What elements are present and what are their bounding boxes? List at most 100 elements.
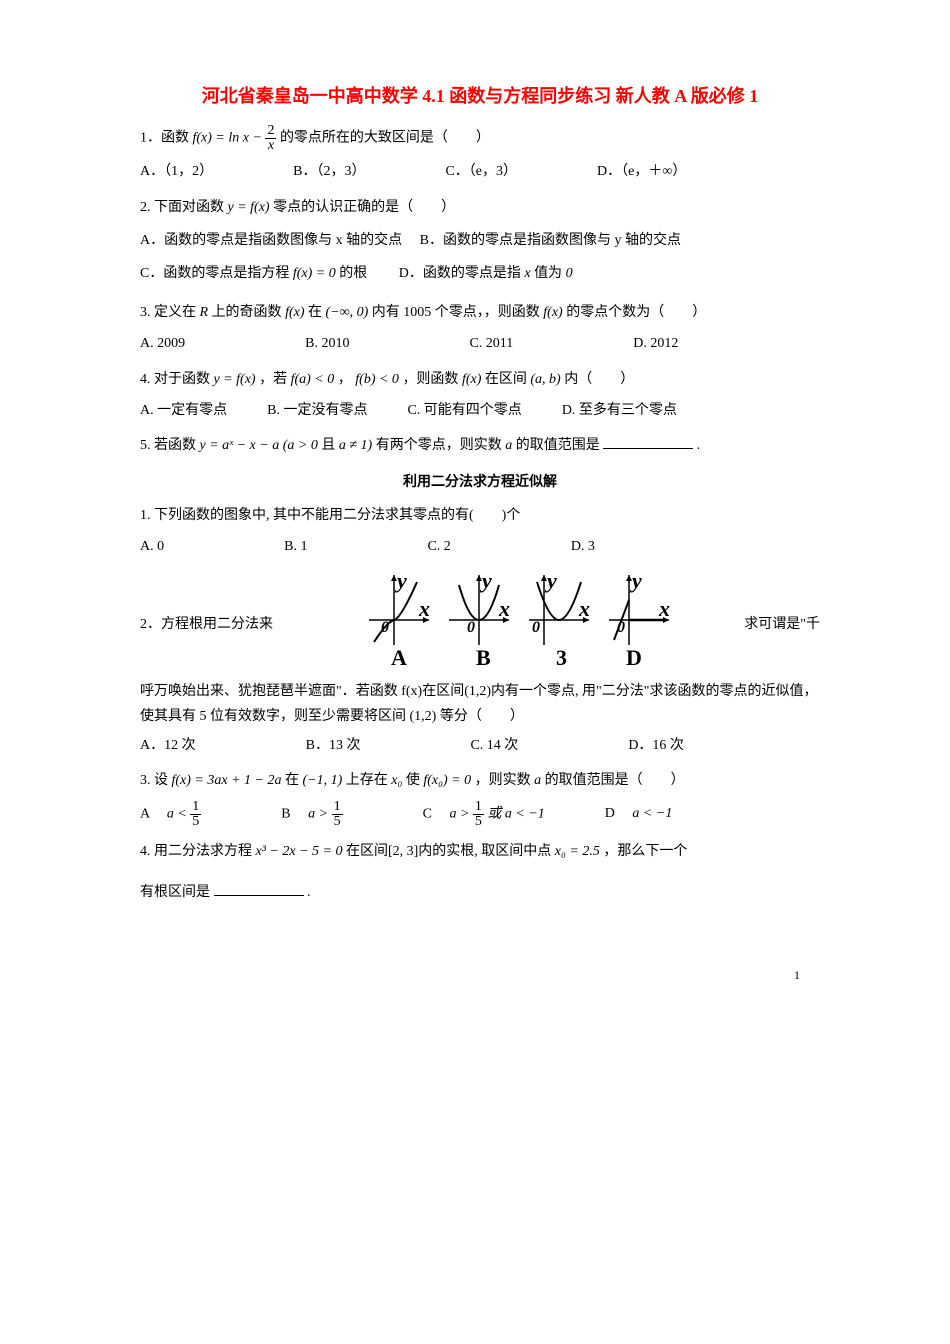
s2q4-stem: 4. 用二分法求方程 xyxy=(140,844,256,859)
q1-stem-pre: 1．函数 xyxy=(140,131,193,146)
q4-opt-c: C. 可能有四个零点 xyxy=(407,398,521,423)
s2q2-opt-d: D．16 次 xyxy=(628,733,684,758)
q3-R: R xyxy=(200,305,209,320)
q4-options: A. 一定有零点 B. 一定没有零点 C. 可能有四个零点 D. 至多有三个零点 xyxy=(140,398,820,423)
q3-mid3: 内有 1005 个零点，，则函数 xyxy=(372,305,544,320)
q4-stem: 4. 对于函数 xyxy=(140,372,214,387)
doc-title: 河北省秦皇岛一中高中数学 4.1 函数与方程同步练习 新人教 A 版必修 1 xyxy=(140,80,820,112)
q5-mid2: 有两个零点，则实数 xyxy=(376,438,506,453)
s2q4-blank xyxy=(214,895,304,896)
s2q4-mid2: ，那么下一个 xyxy=(603,844,687,859)
q4-mid2: ， xyxy=(338,372,352,387)
q3-mid1: 上的奇函数 xyxy=(212,305,286,320)
s2q4-line2: 有根区间是 . xyxy=(140,880,820,905)
q4-mid3: ，则函数 xyxy=(402,372,462,387)
q4-fa: f(a) < 0 xyxy=(291,372,335,387)
s2-question-4: 4. 用二分法求方程 x³ − 2x − 5 = 0 在区间[2, 3]内的实根… xyxy=(140,839,820,864)
q4-opt-d: D. 至多有三个零点 xyxy=(562,398,677,423)
q3-opt-c: C. 2011 xyxy=(469,331,513,356)
question-3: 3. 定义在 R 上的奇函数 f(x) 在 (−∞, 0) 内有 1005 个零… xyxy=(140,300,820,325)
q3-post: 的零点个数为（ ） xyxy=(566,305,706,320)
q4-fb: f(b) < 0 xyxy=(355,372,399,387)
s2q3-a: a xyxy=(534,773,541,788)
q2-opt-d: D．函数的零点是指 xyxy=(399,266,525,281)
svg-text:y: y xyxy=(394,570,407,593)
s2q4-mid1: 在区间[2, 3]内的实根, 取区间中点 xyxy=(346,844,555,859)
svg-text:B: B xyxy=(476,645,491,670)
question-1: 1．函数 f(x) = ln x − 2 x 的零点所在的大致区间是（ ） xyxy=(140,124,820,153)
q3-f: f(x) xyxy=(285,305,304,320)
s2q3-opt-d: D a < −1 xyxy=(605,801,673,826)
s2q3-opt-a: A a < 15 xyxy=(140,800,201,829)
s2q2-post-inline: 求可谓是"千 xyxy=(744,612,820,637)
q5-mid: 且 xyxy=(321,438,339,453)
q5-post: 的取值范围是 xyxy=(516,438,604,453)
svg-text:y: y xyxy=(629,570,642,593)
s2q1-opt-d: D. 3 xyxy=(571,534,595,559)
s2q3-int: (−1, 1) xyxy=(302,773,342,788)
q2-opt-c: C．函数的零点是指方程 xyxy=(140,266,293,281)
q2-d-math1: x xyxy=(524,266,530,281)
q4-f2: f(x) xyxy=(462,372,481,387)
s2q2-opt-b: B．13 次 xyxy=(306,733,361,758)
s2q3-mid2: 上存在 xyxy=(346,773,392,788)
s2q2-opt-a: A．12 次 xyxy=(140,733,196,758)
q5-stem: 5. 若函数 xyxy=(140,438,200,453)
s2q2-pre: 2．方程根用二分法来 xyxy=(140,612,273,637)
q3-mid2: 在 xyxy=(308,305,326,320)
q5-f: y = aˣ − x − a (a > 0 xyxy=(200,438,318,453)
s2q3-opt-b: B a > 15 xyxy=(281,800,342,829)
q3-int: (−∞, 0) xyxy=(326,305,369,320)
s2q2-options: A．12 次 B．13 次 C. 14 次 D．16 次 xyxy=(140,733,820,758)
q4-opt-a: A. 一定有零点 xyxy=(140,398,227,423)
q4-ab: (a, b) xyxy=(530,372,560,387)
svg-text:0: 0 xyxy=(532,619,540,636)
q1-stem-post: 的零点所在的大致区间是（ ） xyxy=(280,131,490,146)
svg-text:x: x xyxy=(418,596,430,621)
q2-stem-post: 零点的认识正确的是（ ） xyxy=(273,200,455,215)
svg-text:3: 3 xyxy=(556,645,567,670)
q3-opt-b: B. 2010 xyxy=(305,331,349,356)
s2q3-mid3: 使 xyxy=(406,773,424,788)
s2-question-3: 3. 设 f(x) = 3ax + 1 − 2a 在 (−1, 1) 上存在 x… xyxy=(140,768,820,793)
q4-opt-b: B. 一定没有零点 xyxy=(267,398,367,423)
q4-mid4: 在区间 xyxy=(485,372,531,387)
function-graphs-diagram: y x 0 A y x 0 B xyxy=(339,570,679,670)
s2q1-opt-a: A. 0 xyxy=(140,534,164,559)
q5-cond: a ≠ 1) xyxy=(339,438,372,453)
question-5: 5. 若函数 y = aˣ − x − a (a > 0 且 a ≠ 1) 有两… xyxy=(140,433,820,458)
q1-frac: 2 x xyxy=(265,124,276,153)
svg-text:A: A xyxy=(391,645,407,670)
s2q3-mid4: ，则实数 xyxy=(475,773,535,788)
q4-mid1: ，若 xyxy=(259,372,291,387)
svg-text:0: 0 xyxy=(381,619,389,636)
q3-stem: 3. 定义在 xyxy=(140,305,200,320)
q3-f2: f(x) xyxy=(543,305,562,320)
svg-text:x: x xyxy=(658,596,670,621)
q3-opt-d: D. 2012 xyxy=(633,331,678,356)
s2q3-x0: x₀ xyxy=(391,773,402,788)
q5-a: a xyxy=(505,438,512,453)
s2-question-1: 1. 下列函数的图象中, 其中不能用二分法求其零点的有( )个 xyxy=(140,503,820,528)
q1-frac-num: 2 xyxy=(265,124,276,139)
svg-text:0: 0 xyxy=(467,619,475,636)
q1-opt-d: D．（e，＋∞） xyxy=(597,159,686,184)
svg-text:D: D xyxy=(626,645,642,670)
svg-text:y: y xyxy=(479,570,492,593)
question-4: 4. 对于函数 y = f(x) ，若 f(a) < 0 ， f(b) < 0 … xyxy=(140,367,820,392)
q1-opt-b: B．（2，3） xyxy=(293,159,365,184)
q4-f: y = f(x) xyxy=(214,372,256,387)
s2q4-eq: x³ − 2x − 5 = 0 xyxy=(256,844,343,859)
page-number: 1 xyxy=(140,965,820,987)
q1-opt-c: C．（e，3） xyxy=(445,159,517,184)
q3-opt-a: A. 2009 xyxy=(140,331,185,356)
s2q3-f: f(x) = 3ax + 1 − 2a xyxy=(172,773,282,788)
s2q1-opt-c: C. 2 xyxy=(427,534,450,559)
q5-blank xyxy=(603,448,693,449)
s2q1-options: A. 0 B. 1 C. 2 D. 3 xyxy=(140,534,820,559)
s2q3-opt-c: C a > 15 或 a < −1 xyxy=(423,800,545,829)
s2q3-stem: 3. 设 xyxy=(140,773,172,788)
s2q3-fx0: f(x₀) = 0 xyxy=(423,773,471,788)
s2q3-mid1: 在 xyxy=(285,773,303,788)
q3-options: A. 2009 B. 2010 C. 2011 D. 2012 xyxy=(140,331,820,356)
